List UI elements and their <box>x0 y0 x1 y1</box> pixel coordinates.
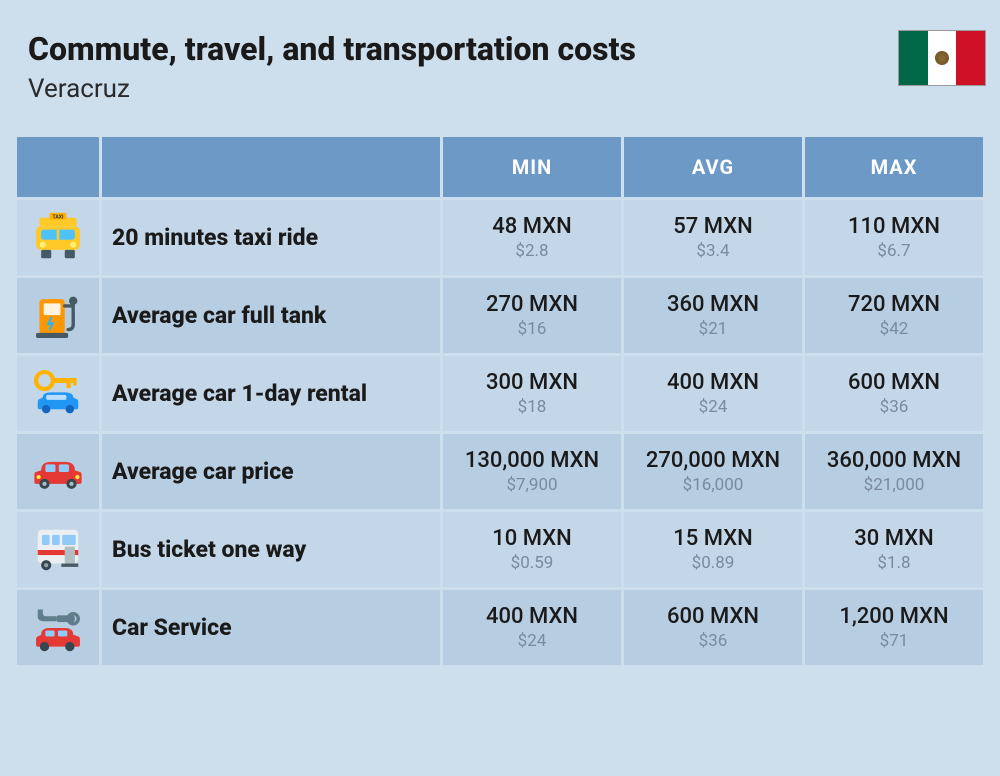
value-mxn: 1,200 MXN <box>813 604 975 629</box>
cell-min: 300 MXN$18 <box>443 356 621 431</box>
value-mxn: 400 MXN <box>632 370 794 395</box>
value-usd: $21 <box>632 319 794 339</box>
value-mxn: 57 MXN <box>632 214 794 239</box>
value-usd: $36 <box>632 631 794 651</box>
header: Commute, travel, and transportation cost… <box>14 30 986 134</box>
cell-avg: 270,000 MXN$16,000 <box>624 434 802 509</box>
value-mxn: 270,000 MXN <box>632 448 794 473</box>
table-row: Car Service400 MXN$24600 MXN$361,200 MXN… <box>17 590 983 665</box>
value-usd: $6.7 <box>813 241 975 261</box>
value-usd: $21,000 <box>813 475 975 495</box>
cell-min: 10 MXN$0.59 <box>443 512 621 587</box>
table-row: Average car full tank270 MXN$16360 MXN$2… <box>17 278 983 353</box>
col-avg: AVG <box>624 137 802 197</box>
row-label: Car Service <box>102 590 440 665</box>
car-service-icon <box>17 590 99 665</box>
value-usd: $18 <box>451 397 613 417</box>
value-mxn: 48 MXN <box>451 214 613 239</box>
value-mxn: 15 MXN <box>632 526 794 551</box>
value-usd: $24 <box>451 631 613 651</box>
cell-avg: 600 MXN$36 <box>624 590 802 665</box>
value-mxn: 270 MXN <box>451 292 613 317</box>
row-label: Bus ticket one way <box>102 512 440 587</box>
title-block: Commute, travel, and transportation cost… <box>28 30 636 104</box>
row-label: Average car 1-day rental <box>102 356 440 431</box>
car-key-icon <box>17 356 99 431</box>
table-row: Bus ticket one way10 MXN$0.5915 MXN$0.89… <box>17 512 983 587</box>
cell-max: 30 MXN$1.8 <box>805 512 983 587</box>
value-usd: $24 <box>632 397 794 417</box>
value-mxn: 360,000 MXN <box>813 448 975 473</box>
col-min: MIN <box>443 137 621 197</box>
value-mxn: 720 MXN <box>813 292 975 317</box>
page-subtitle: Veracruz <box>28 74 636 104</box>
cell-avg: 400 MXN$24 <box>624 356 802 431</box>
value-mxn: 400 MXN <box>451 604 613 629</box>
cell-max: 600 MXN$36 <box>805 356 983 431</box>
cell-min: 48 MXN$2.8 <box>443 200 621 275</box>
value-mxn: 360 MXN <box>632 292 794 317</box>
col-max: MAX <box>805 137 983 197</box>
cell-max: 110 MXN$6.7 <box>805 200 983 275</box>
value-mxn: 600 MXN <box>632 604 794 629</box>
value-mxn: 110 MXN <box>813 214 975 239</box>
value-usd: $71 <box>813 631 975 651</box>
value-usd: $0.59 <box>451 553 613 573</box>
cell-min: 130,000 MXN$7,900 <box>443 434 621 509</box>
value-usd: $1.8 <box>813 553 975 573</box>
table-row: 20 minutes taxi ride48 MXN$2.857 MXN$3.4… <box>17 200 983 275</box>
cell-avg: 15 MXN$0.89 <box>624 512 802 587</box>
cell-min: 270 MXN$16 <box>443 278 621 353</box>
cell-max: 720 MXN$42 <box>805 278 983 353</box>
col-label <box>102 137 440 197</box>
value-mxn: 600 MXN <box>813 370 975 395</box>
value-usd: $42 <box>813 319 975 339</box>
value-mxn: 30 MXN <box>813 526 975 551</box>
car-icon <box>17 434 99 509</box>
bus-icon <box>17 512 99 587</box>
cell-avg: 57 MXN$3.4 <box>624 200 802 275</box>
table-row: Average car price130,000 MXN$7,900270,00… <box>17 434 983 509</box>
value-usd: $16 <box>451 319 613 339</box>
row-label: 20 minutes taxi ride <box>102 200 440 275</box>
col-icon <box>17 137 99 197</box>
mexico-flag-icon <box>898 30 986 86</box>
value-usd: $7,900 <box>451 475 613 495</box>
value-usd: $2.8 <box>451 241 613 261</box>
value-usd: $0.89 <box>632 553 794 573</box>
value-usd: $3.4 <box>632 241 794 261</box>
value-usd: $16,000 <box>632 475 794 495</box>
row-label: Average car price <box>102 434 440 509</box>
costs-table: MIN AVG MAX 20 minutes taxi ride48 MXN$2… <box>14 134 986 668</box>
value-mxn: 10 MXN <box>451 526 613 551</box>
value-usd: $36 <box>813 397 975 417</box>
cell-max: 360,000 MXN$21,000 <box>805 434 983 509</box>
page-title: Commute, travel, and transportation cost… <box>28 30 636 68</box>
table-header-row: MIN AVG MAX <box>17 137 983 197</box>
value-mxn: 130,000 MXN <box>451 448 613 473</box>
fuel-pump-icon <box>17 278 99 353</box>
value-mxn: 300 MXN <box>451 370 613 395</box>
row-label: Average car full tank <box>102 278 440 353</box>
cell-avg: 360 MXN$21 <box>624 278 802 353</box>
table-row: Average car 1-day rental300 MXN$18400 MX… <box>17 356 983 431</box>
cell-min: 400 MXN$24 <box>443 590 621 665</box>
taxi-icon <box>17 200 99 275</box>
cell-max: 1,200 MXN$71 <box>805 590 983 665</box>
